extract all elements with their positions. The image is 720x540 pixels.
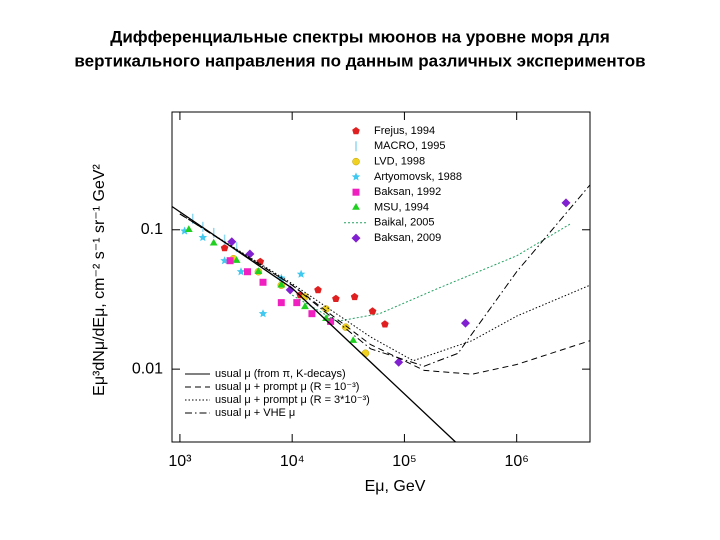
marker	[308, 310, 316, 318]
x-axis-label: Eμ, GeV	[365, 478, 426, 495]
plot-frame	[171, 111, 591, 443]
marker	[381, 320, 389, 328]
marker	[368, 307, 377, 315]
marker	[198, 233, 208, 242]
marker	[277, 273, 286, 282]
marker	[184, 225, 193, 232]
marker	[561, 198, 571, 208]
marker	[461, 318, 470, 328]
x-tick-label: 10⁶	[504, 453, 528, 470]
y-axis-label: Eμ³dNμ/dEμ, cm⁻² s⁻¹ sr⁻¹ GeV²	[91, 163, 108, 395]
marker	[259, 278, 267, 286]
marker	[327, 317, 335, 325]
marker	[244, 268, 252, 276]
marker	[332, 294, 340, 302]
marker	[301, 302, 309, 310]
marker	[352, 203, 360, 210]
marker	[277, 299, 285, 307]
legend-label: usual μ + prompt μ (R = 10⁻³)	[215, 381, 359, 393]
marker	[394, 357, 404, 367]
marker	[258, 309, 268, 318]
series-line	[179, 213, 590, 362]
marker	[352, 127, 360, 135]
legend-label: Baksan, 2009	[374, 232, 441, 244]
marker	[220, 256, 229, 265]
marker	[349, 336, 358, 343]
y-tick-label: 0.1	[141, 221, 163, 238]
legend-label: usual μ (from π, K-decays)	[215, 368, 346, 380]
marker	[256, 257, 265, 265]
marker	[341, 323, 350, 331]
marker	[209, 238, 218, 246]
plot-area	[172, 184, 590, 442]
marker	[350, 292, 359, 301]
chart-title: вертикального направления по данным разл…	[74, 51, 645, 70]
marker	[254, 267, 263, 274]
marker	[227, 237, 237, 247]
chart-title: Дифференциальные спектры мюонов на уровн…	[110, 27, 610, 46]
marker	[226, 257, 234, 265]
x-tick-label: 10³	[168, 453, 192, 470]
marker	[220, 244, 229, 252]
marker	[352, 157, 360, 166]
marker	[351, 172, 361, 181]
legend-label: Baikal, 2005	[374, 217, 435, 229]
marker	[351, 233, 361, 243]
y-tick-label: 0.01	[132, 360, 163, 377]
marker	[322, 314, 330, 321]
series-line	[179, 184, 590, 367]
legend-label: MACRO, 1995	[374, 140, 446, 152]
x-tick-label: 10⁵	[392, 453, 416, 470]
legend-label: MSU, 1994	[374, 201, 429, 213]
legend-label: Baksan, 1992	[374, 186, 441, 198]
marker	[180, 226, 189, 235]
legend-label: usual μ + VHE μ	[215, 407, 295, 419]
marker	[236, 267, 246, 276]
legend-label: Frejus, 1994	[374, 125, 435, 137]
marker	[296, 269, 306, 278]
legend-label: LVD, 1998	[374, 156, 425, 168]
series-line	[172, 205, 456, 442]
marker	[314, 285, 322, 294]
marker	[285, 285, 295, 295]
legend-label: usual μ + prompt μ (R = 3*10⁻³)	[215, 394, 370, 406]
marker	[352, 188, 360, 196]
x-tick-label: 10⁴	[280, 453, 305, 470]
legend-label: Artyomovsk, 1988	[374, 171, 462, 183]
marker	[277, 280, 286, 288]
marker	[245, 249, 255, 259]
marker	[232, 256, 241, 263]
marker	[293, 299, 301, 307]
